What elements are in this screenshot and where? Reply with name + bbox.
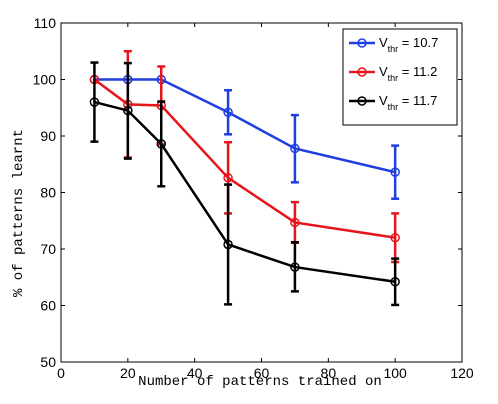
x-tick-label: 0 [57,365,65,381]
legend-swatch-marker [357,96,367,106]
legend-label-suffix: = 11.2 [398,64,437,79]
legend-label-main: V [379,93,388,108]
x-tick-label: 80 [321,365,337,381]
data-point [290,217,300,228]
data-point [390,232,400,243]
legend-entry: Vthr = 10.7 [349,35,438,54]
data-point [123,105,133,116]
legend-label-sub: thr [388,102,399,112]
legend-entry: Vthr = 11.2 [349,64,437,83]
data-point [290,262,300,272]
legend-entry: Vthr = 11.7 [349,93,437,112]
series-3 [89,61,400,307]
legend-label: Vthr = 11.2 [379,64,437,83]
series-line [94,100,396,284]
y-tick-label: 70 [40,241,56,257]
data-point [290,143,300,154]
legend-swatch-marker [357,67,367,77]
y-tick-label: 110 [34,15,57,31]
series-1 [89,74,400,200]
data-point [223,173,233,183]
legend-label-suffix: = 10.7 [398,35,438,50]
x-tick-label: 100 [383,365,407,381]
x-tick-label: 120 [450,365,474,381]
y-tick-label: 80 [40,185,56,201]
y-tick-label: 60 [40,298,56,314]
y-axis-title: % of patterns learnt [11,129,27,297]
legend-label-suffix: = 11.7 [398,93,437,108]
data-point [223,239,233,250]
y-tick-label: 90 [40,128,56,144]
x-tick-label: 40 [187,365,203,381]
legend-label: Vthr = 10.7 [379,35,438,54]
legend-swatch-marker [357,38,367,48]
series-line [94,78,396,174]
data-point [89,97,100,107]
legend-label-sub: thr [388,73,399,83]
x-tick-label: 60 [254,365,270,381]
data-point [223,107,233,118]
legend-label-main: V [379,35,388,50]
data-point [390,167,400,177]
legend-label-main: V [379,64,388,79]
data-point [390,277,400,287]
y-tick-label: 50 [40,354,56,370]
legend-box [342,28,458,126]
legend-label: Vthr = 11.7 [379,93,437,112]
y-tick-label: 100 [33,72,57,88]
plot-area: 0 20 40 60 80 100 120 50 60 70 80 90 100 110 Vthr = 10… [33,15,474,381]
x-tick-label: 20 [120,365,136,381]
legend-label-sub: thr [388,44,399,54]
series-line [93,78,396,239]
data-point [156,139,166,149]
x-axis-title: Number of patterns trained on [138,374,382,390]
